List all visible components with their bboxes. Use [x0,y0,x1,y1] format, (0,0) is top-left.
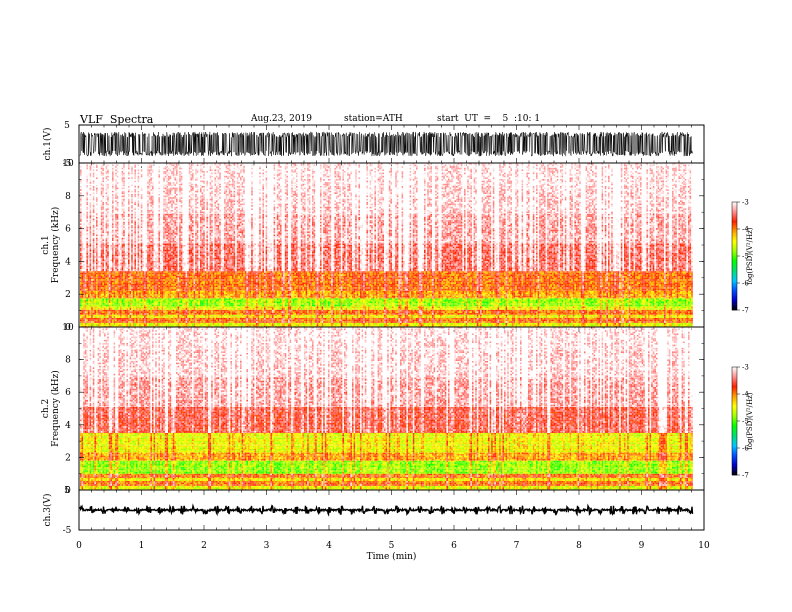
y-tick-label: 10 [62,159,74,169]
y-tick-label: 4 [65,257,71,267]
y-tick-label: 6 [65,225,71,235]
x-tick-label: 3 [264,541,270,551]
y-axis-channel-label: ch.1 [41,235,51,254]
colorbar-tick-label: -3 [742,364,749,372]
y-axis-channel-label: ch.2 [41,399,51,418]
x-tick-label: 1 [139,541,145,551]
x-tick-label: 4 [326,541,332,551]
x-tick-label: 2 [201,541,207,551]
colorbar-label: log(PSD)(V²/Hz) [746,227,754,284]
y-axis-frequency-label: Frequency (kHz) [50,370,61,447]
ch1-spectrogram [80,163,693,327]
y-tick-label: 8 [65,192,71,202]
ch1-colorbar [732,202,737,310]
y-tick-label: 2 [65,453,71,463]
y-axis-label: ch.1(V) [42,128,53,161]
ch2-colorbar [732,367,737,475]
y-tick-label: 5 [64,121,70,131]
colorbar-tick-label: -7 [742,472,749,480]
y-tick-label: -5 [63,526,72,536]
colorbar-tick-label: -7 [742,307,749,315]
x-tick-label: 8 [576,541,582,551]
y-tick-label: 6 [65,388,71,398]
y-tick-label: 2 [65,290,71,300]
x-tick-label: 7 [514,541,520,551]
vlf-spectra-figure: 5-5ch.1(V)0246810ch.1 Frequency (kHz)0246… [0,0,792,612]
colorbar-tick-label: -3 [742,199,749,207]
y-axis-frequency-label: Frequency (kHz) [50,207,61,284]
x-tick-label: 5 [389,541,395,551]
ch2-spectrogram [80,327,693,490]
x-tick-label: 9 [639,541,645,551]
y-axis-label: ch.3(V) [42,494,53,527]
ch3-waveform-trace [80,506,693,515]
y-tick-label: 8 [65,356,71,366]
y-tick-label: 4 [65,421,71,431]
x-tick-label: 6 [451,541,457,551]
y-tick-label: 10 [62,323,74,333]
x-tick-label: 0 [76,541,82,551]
x-tick-label: 10 [698,541,710,551]
y-tick-label: 5 [64,486,70,496]
x-axis-label: Time (min) [367,551,417,562]
colorbar-label: log(PSD)(V²/Hz) [746,392,754,449]
ch1-waveform-trace [80,132,693,156]
